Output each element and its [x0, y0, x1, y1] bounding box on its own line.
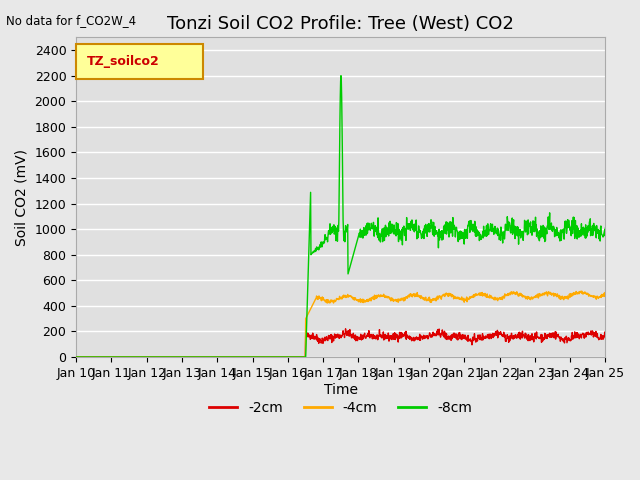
Legend: -2cm, -4cm, -8cm: -2cm, -4cm, -8cm [204, 396, 477, 420]
FancyBboxPatch shape [76, 44, 203, 79]
Y-axis label: Soil CO2 (mV): Soil CO2 (mV) [15, 149, 29, 246]
X-axis label: Time: Time [324, 383, 358, 396]
Text: No data for f_CO2W_4: No data for f_CO2W_4 [6, 14, 136, 27]
Text: TZ_soilco2: TZ_soilco2 [87, 55, 159, 68]
Title: Tonzi Soil CO2 Profile: Tree (West) CO2: Tonzi Soil CO2 Profile: Tree (West) CO2 [167, 15, 514, 33]
